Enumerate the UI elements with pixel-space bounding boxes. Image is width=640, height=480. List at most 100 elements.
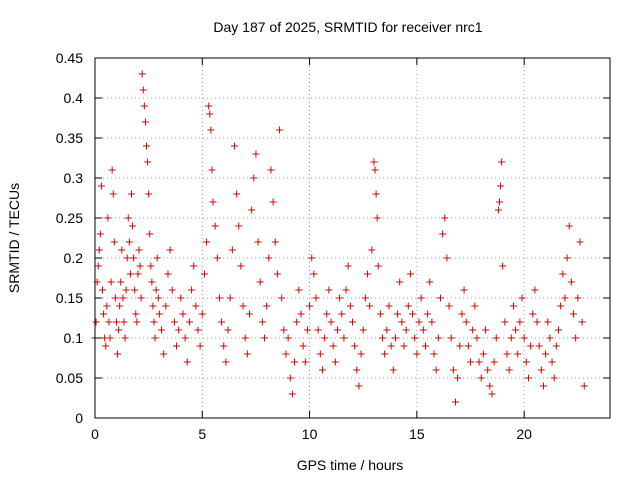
data-point [366, 302, 374, 310]
data-point [209, 198, 217, 206]
data-point [574, 294, 582, 302]
data-point [198, 310, 206, 318]
data-point [230, 142, 238, 150]
data-point [153, 254, 161, 262]
data-point [552, 342, 560, 350]
data-point [353, 366, 361, 374]
data-point [404, 302, 412, 310]
data-point [192, 302, 200, 310]
data-point [110, 238, 118, 246]
data-point [102, 342, 110, 350]
data-point [426, 278, 434, 286]
data-point [452, 398, 459, 406]
data-point [462, 318, 470, 326]
data-point [542, 350, 550, 358]
data-point [333, 326, 341, 334]
data-point [342, 286, 350, 294]
data-point [578, 318, 586, 326]
grid-lines [95, 58, 610, 418]
data-point [303, 326, 311, 334]
data-point [132, 310, 140, 318]
data-point [445, 302, 453, 310]
data-point [196, 342, 204, 350]
data-point [177, 294, 185, 302]
data-point [151, 334, 159, 342]
data-point [276, 126, 284, 134]
data-point [357, 350, 365, 358]
data-point [338, 310, 346, 318]
data-point [321, 334, 329, 342]
data-point [565, 222, 573, 230]
data-point [126, 270, 134, 278]
data-point [269, 198, 277, 206]
data-point [484, 366, 492, 374]
data-point [164, 270, 172, 278]
data-point [501, 318, 509, 326]
y-tick-label: 0 [75, 410, 83, 426]
data-point [116, 302, 124, 310]
data-point [246, 310, 253, 318]
x-tick-label: 20 [516, 426, 532, 442]
data-point [95, 246, 103, 254]
data-point [119, 294, 127, 302]
data-point [555, 326, 562, 334]
data-point [158, 326, 166, 334]
y-tick-label: 0.2 [64, 250, 84, 266]
data-point [111, 294, 119, 302]
data-point [471, 302, 479, 310]
data-point [185, 318, 193, 326]
data-point [327, 318, 335, 326]
axis-ticks: 0 0.05 0.1 0.15 0.2 0.25 0.3 0.35 0.4 0.45 0 5 10 15 2… [56, 50, 610, 442]
data-point [213, 254, 221, 262]
data-point [524, 374, 532, 382]
y-tick-label: 0.05 [56, 370, 83, 386]
data-point [115, 326, 123, 334]
data-point [263, 302, 271, 310]
data-point [421, 342, 429, 350]
data-point [208, 166, 216, 174]
data-point [415, 318, 423, 326]
data-point [325, 286, 333, 294]
data-point [103, 302, 111, 310]
data-point [529, 310, 537, 318]
data-point [261, 334, 269, 342]
y-tick-label: 0.25 [56, 210, 83, 226]
data-point [402, 326, 410, 334]
data-point [383, 326, 391, 334]
data-point [141, 118, 149, 126]
data-point [308, 254, 316, 262]
data-point [351, 342, 359, 350]
data-point [373, 214, 381, 222]
data-point [235, 222, 243, 230]
data-point [258, 318, 266, 326]
data-point [105, 318, 113, 326]
data-point [194, 326, 202, 334]
data-point [561, 294, 569, 302]
data-point [143, 142, 150, 150]
data-point [539, 382, 547, 390]
data-point [117, 278, 125, 286]
data-point [387, 342, 395, 350]
data-point [104, 214, 112, 222]
y-tick-label: 0.1 [64, 330, 84, 346]
data-point [94, 262, 102, 270]
data-point [207, 126, 215, 134]
data-point [312, 294, 320, 302]
x-tick-label: 5 [198, 426, 206, 442]
data-point [447, 334, 455, 342]
data-point [152, 286, 160, 294]
data-point [316, 350, 324, 358]
data-point [140, 102, 148, 110]
data-point [108, 166, 116, 174]
data-point [297, 310, 305, 318]
data-point [218, 318, 226, 326]
data-point [288, 390, 296, 398]
data-point [492, 334, 500, 342]
data-point [168, 286, 176, 294]
data-point [381, 350, 389, 358]
y-axis-label: SRMTID / TECUs [6, 183, 22, 293]
data-point [391, 334, 399, 342]
data-point [441, 214, 449, 222]
data-point [370, 158, 378, 166]
data-point [147, 262, 155, 270]
